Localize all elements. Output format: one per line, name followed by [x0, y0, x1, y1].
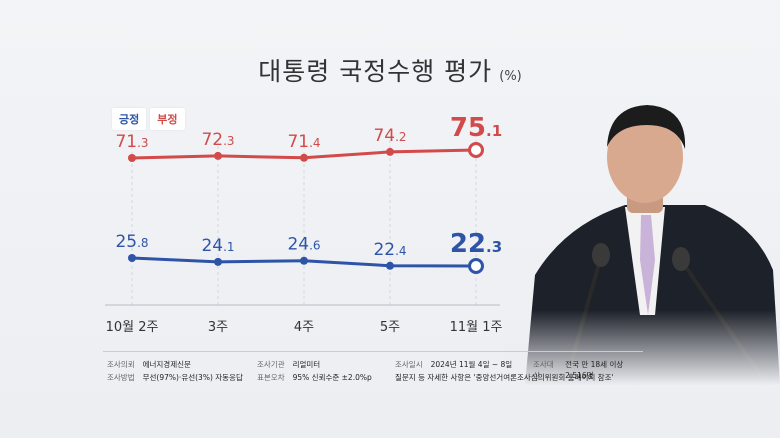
- error-value: 95% 신뢰수준 ±2.0%p: [292, 373, 372, 382]
- chart-title-unit: (%): [499, 69, 522, 84]
- x-tick-label: 3주: [208, 320, 228, 335]
- positive-point-highlight: [468, 258, 484, 274]
- x-tick-label: 10월 2주: [106, 320, 159, 335]
- negative-point-highlight: [468, 142, 484, 158]
- chart-title: 대통령 국정수행 평가: [258, 57, 493, 86]
- positive-point: [214, 257, 222, 266]
- survey-error: 표본오차 95% 신뢰수준 ±2.0%p: [257, 372, 372, 383]
- negative-data-label: 75.1: [450, 113, 502, 143]
- target-value: 전국 만 18세 이상 2,516명: [565, 360, 624, 380]
- negative-point: [300, 153, 308, 162]
- client-value: 에너지경제신문: [142, 360, 191, 369]
- negative-point: [386, 147, 394, 156]
- positive-data-label: 22.3: [450, 229, 502, 259]
- positive-data-label: 24.6: [287, 235, 320, 255]
- negative-data-label: 71.3: [115, 132, 148, 152]
- positive-data-label: 24.1: [201, 236, 234, 256]
- survey-agency: 조사기관 리얼미터: [257, 359, 320, 370]
- negative-data-label: 71.4: [287, 132, 320, 152]
- survey-date: 조사일시 2024년 11월 4일 ~ 8일: [395, 359, 512, 370]
- target-label: 조사대상: [533, 360, 554, 380]
- survey-method: 조사방법 무선(97%)·유선(3%) 자동응답: [107, 372, 243, 383]
- survey-note: 질문지 등 자세한 사항은 '중앙선거여론조사심의위원회 홈페이지 참조': [395, 372, 614, 383]
- date-label: 조사일시: [395, 360, 423, 369]
- legend-positive: 긍정: [112, 108, 147, 130]
- positive-data-label: 25.8: [115, 232, 148, 252]
- survey-info: 조사의뢰 에너지경제신문 조사기관 리얼미터 조사일시 2024년 11월 4일…: [103, 351, 643, 385]
- note-value: 질문지 등 자세한 사항은 '중앙선거여론조사심의위원회 홈페이지 참조': [395, 373, 614, 382]
- legend: 긍정 부정: [112, 108, 185, 130]
- negative-point: [214, 151, 222, 160]
- agency-label: 조사기관: [257, 360, 285, 369]
- method-label: 조사방법: [107, 373, 135, 382]
- date-value: 2024년 11월 4일 ~ 8일: [430, 360, 513, 369]
- chart-title-wrap: 대통령 국정수행 평가 (%): [0, 52, 780, 88]
- x-tick-label: 4주: [294, 320, 314, 335]
- survey-target: 조사대상 전국 만 18세 이상 2,516명: [533, 359, 643, 381]
- president-photo: [505, 85, 780, 385]
- agency-value: 리얼미터: [292, 360, 321, 369]
- client-label: 조사의뢰: [107, 360, 135, 369]
- positive-data-label: 22.4: [373, 240, 406, 260]
- positive-point: [300, 256, 308, 265]
- survey-client: 조사의뢰 에너지경제신문: [107, 359, 191, 370]
- method-value: 무선(97%)·유선(3%) 자동응답: [142, 373, 243, 382]
- x-tick-label: 11월 1주: [450, 320, 503, 335]
- legend-negative: 부정: [150, 108, 185, 130]
- negative-data-label: 74.2: [373, 126, 406, 146]
- error-label: 표본오차: [257, 373, 285, 382]
- speaker-silhouette: [505, 85, 780, 385]
- x-tick-label: 5주: [380, 320, 400, 335]
- positive-point: [128, 254, 136, 262]
- positive-point: [386, 261, 394, 270]
- negative-data-label: 72.3: [201, 130, 234, 150]
- negative-point: [128, 154, 136, 162]
